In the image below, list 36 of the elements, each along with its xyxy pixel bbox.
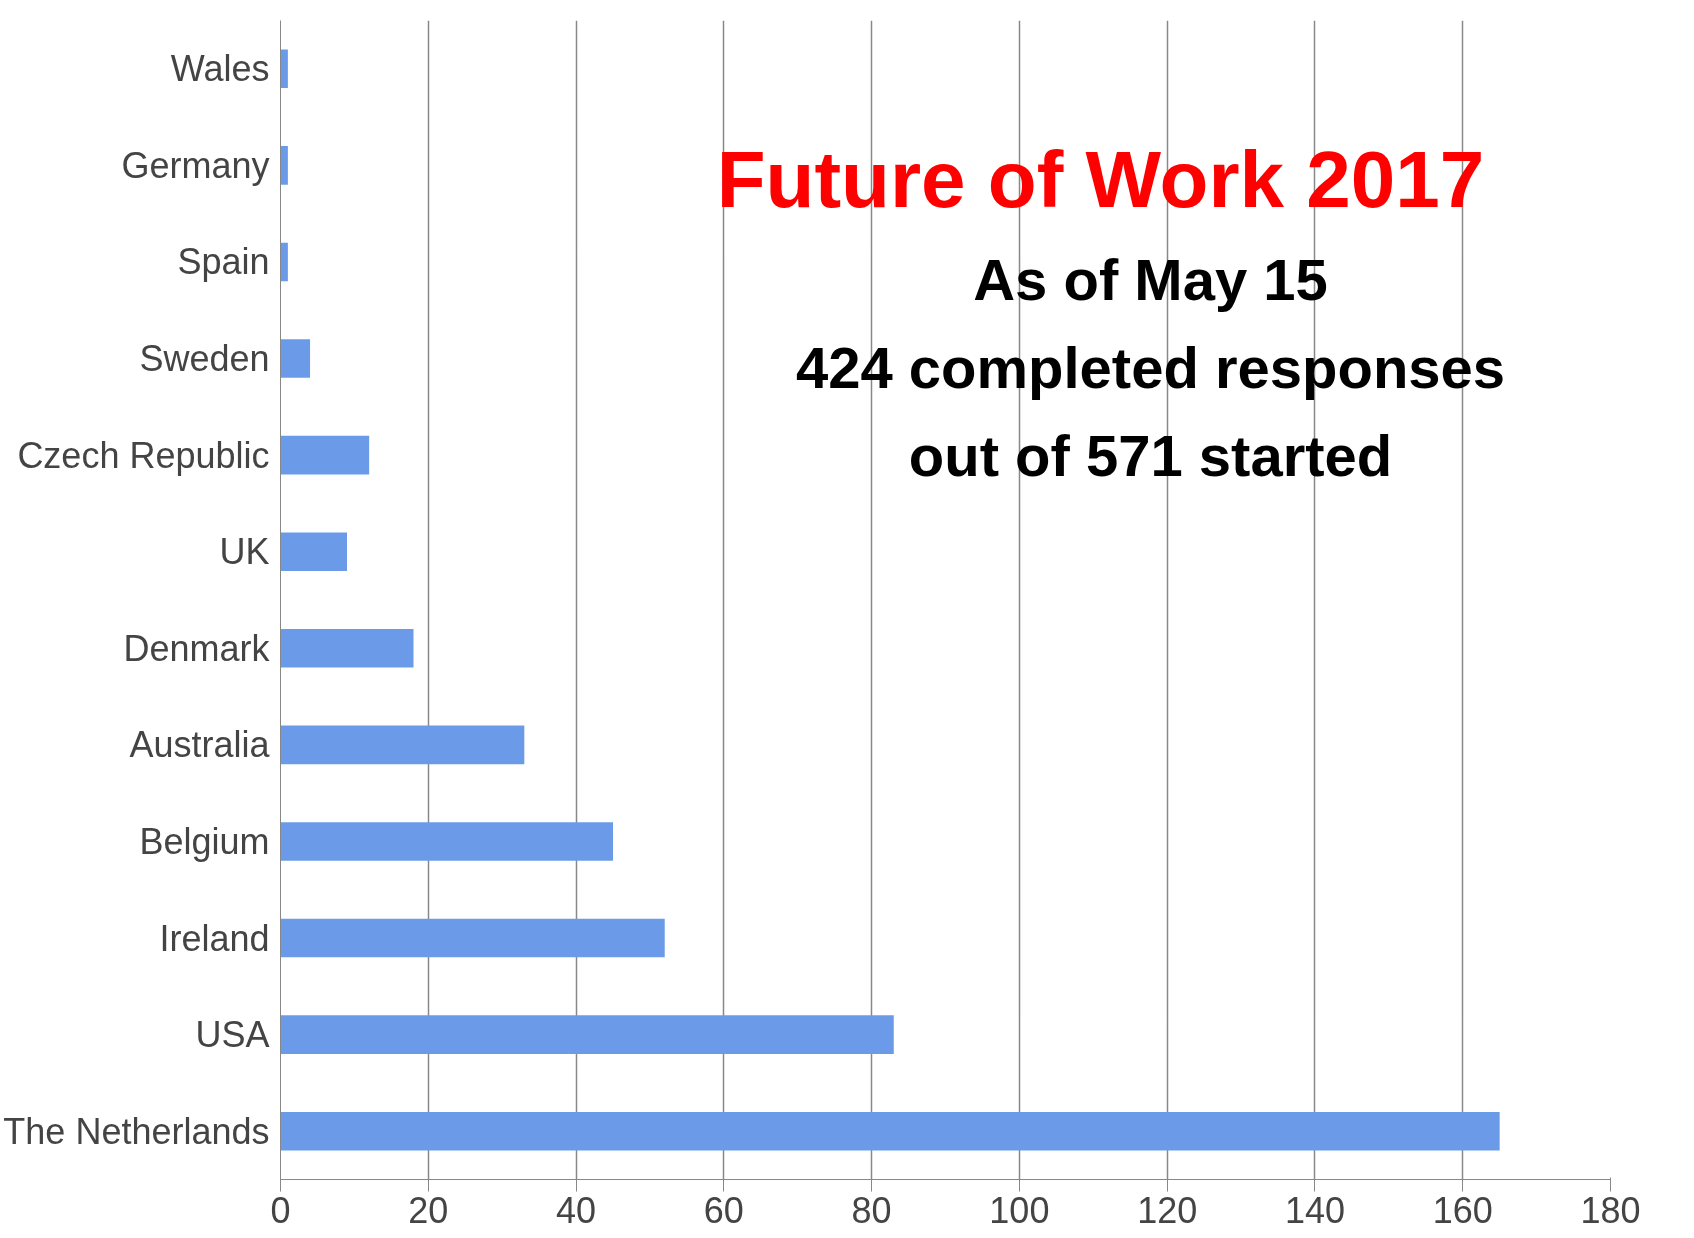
x-tick-label: 20 xyxy=(408,1189,449,1231)
y-tick-label: Belgium xyxy=(139,820,270,862)
bar xyxy=(280,242,288,282)
bar xyxy=(280,1111,1500,1151)
text: Future of Work 2017 xyxy=(716,135,1485,224)
y-tick-label: Spain xyxy=(177,241,270,283)
bar xyxy=(280,49,288,89)
x-tick-label: 160 xyxy=(1432,1189,1493,1231)
bar xyxy=(280,628,414,668)
y-tick-label: USA xyxy=(195,1014,270,1056)
y-tick-label: Germany xyxy=(121,144,270,186)
bar xyxy=(280,532,347,572)
y-tick-label: Wales xyxy=(170,48,270,90)
x-tick-label: 180 xyxy=(1580,1189,1641,1231)
x-tick-label: 120 xyxy=(1137,1189,1198,1231)
bar xyxy=(280,822,613,861)
bar xyxy=(280,1015,894,1054)
text: As of May 15 424 completed responses out of 571 started xyxy=(795,247,1506,488)
x-tick-label: 60 xyxy=(703,1189,744,1231)
bar xyxy=(280,918,665,958)
x-tick-label: 80 xyxy=(851,1189,892,1231)
bar xyxy=(280,339,311,378)
x-tick-label: 40 xyxy=(556,1189,597,1231)
y-tick-label: Ireland xyxy=(159,917,270,959)
x-tick-label: 100 xyxy=(989,1189,1050,1231)
bar xyxy=(280,435,370,475)
y-tick-label: Denmark xyxy=(123,627,271,669)
y-tick-label: The Netherlands xyxy=(3,1110,270,1152)
x-tick-label: 140 xyxy=(1284,1189,1345,1231)
bar xyxy=(280,146,288,185)
y-tick-label: Czech Republic xyxy=(17,434,270,476)
x-tick-label: 0 xyxy=(270,1189,291,1231)
y-tick-label: UK xyxy=(219,531,270,573)
y-tick-label: Sweden xyxy=(139,338,270,380)
y-tick-label: Australia xyxy=(129,724,271,766)
bar xyxy=(280,725,525,765)
